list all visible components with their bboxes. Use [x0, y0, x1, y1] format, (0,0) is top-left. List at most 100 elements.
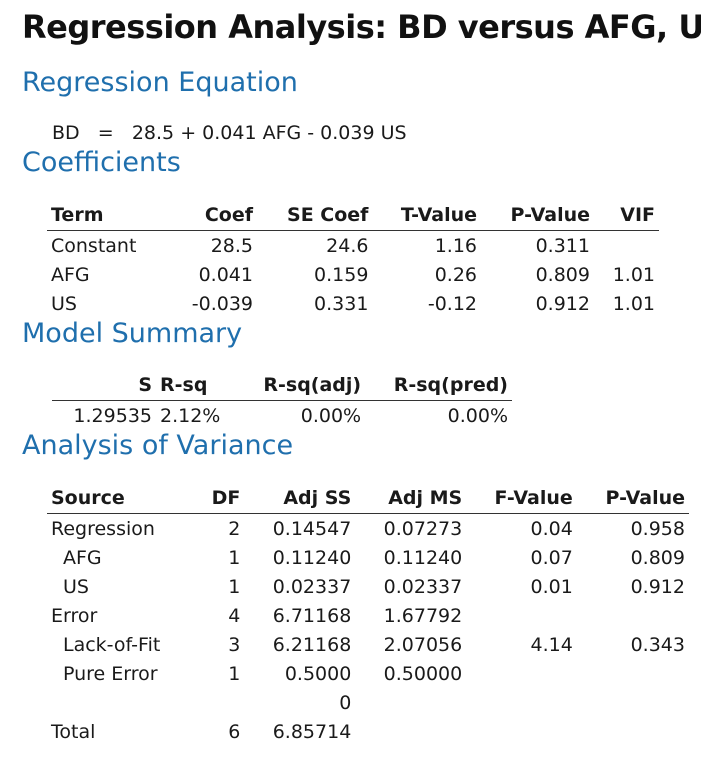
table-cell [577, 601, 689, 630]
table-cell: AFG [63, 546, 102, 569]
table-row: Error 4 6.71168 1.67792 [47, 601, 689, 630]
column-header: R-sq(adj) [238, 370, 366, 401]
table-cell: 1.01 [612, 292, 655, 315]
table-cell: 0.11240 [272, 546, 352, 569]
column-header: Adj SS [244, 483, 356, 514]
table-cell [466, 688, 577, 717]
table-cell: 1 [228, 546, 241, 569]
table-cell: 1.16 [434, 234, 478, 257]
column-header: F-Value [466, 483, 577, 514]
table-cell: AFG [51, 263, 90, 286]
table-cell: 1 [228, 575, 241, 598]
table-row: US -0.039 0.331 -0.12 0.912 1.01 [47, 289, 659, 318]
table-cell: 0.343 [630, 633, 685, 656]
equation-equals: = [97, 122, 114, 144]
table-cell: 0.912 [630, 575, 685, 598]
table-cell: 4 [228, 604, 241, 627]
table-cell [197, 688, 244, 717]
table-cell: 0.04 [530, 517, 573, 540]
column-header: S [52, 370, 156, 401]
table-cell: 6.85714 [272, 720, 352, 743]
table-cell: 0 [339, 691, 352, 714]
table-cell [355, 717, 466, 746]
table-cell: Constant [51, 234, 137, 257]
table-cell: 0.02337 [383, 575, 463, 598]
table-row: Lack-of-Fit 3 6.21168 2.07056 4.14 0.343 [47, 630, 689, 659]
table-cell [47, 688, 197, 717]
table-cell: 0.311 [535, 234, 590, 257]
table-cell: Lack-of-Fit [63, 633, 161, 656]
table-cell [466, 659, 577, 688]
table-cell: 2.12% [160, 404, 221, 427]
table-cell: Pure Error [63, 662, 158, 685]
table-row: Constant 28.5 24.6 1.16 0.311 [47, 231, 659, 261]
table-cell: Regression [51, 517, 155, 540]
column-header: SE Coef [257, 200, 373, 231]
table-cell: 6.71168 [272, 604, 352, 627]
table-cell: 0.02337 [272, 575, 352, 598]
column-header: P-Value [576, 483, 689, 514]
regression-equation: BD = 28.5 + 0.041 AFG - 0.039 US [52, 122, 407, 144]
table-cell: US [51, 292, 77, 315]
table-header-row: Source DF Adj SS Adj MS F-Value P-Value [47, 483, 689, 514]
table-cell: 1.67792 [383, 604, 463, 627]
table-cell: 6 [228, 720, 241, 743]
column-header: Term [47, 200, 168, 231]
table-row: Regression 2 0.14547 0.07273 0.04 0.958 [47, 514, 689, 544]
table-row: US 1 0.02337 0.02337 0.01 0.912 [47, 572, 689, 601]
table-cell [355, 688, 466, 717]
table-cell: 3 [228, 633, 241, 656]
table-row: Pure Error 1 0.5000 0.50000 [47, 659, 689, 688]
column-header: Coef [167, 200, 257, 231]
table-cell: 0.00% [300, 404, 362, 427]
section-heading-regression-equation: Regression Equation [22, 67, 298, 98]
table-cell [466, 717, 577, 746]
table-cell: 0.26 [434, 263, 478, 286]
table-cell [577, 717, 689, 746]
table-cell: -0.12 [427, 292, 478, 315]
page-title: Regression Analysis: BD versus AFG, US [22, 8, 701, 46]
table-cell: 2.07056 [383, 633, 463, 656]
table-cell: 0.50000 [383, 662, 463, 685]
table-cell: 4.14 [530, 633, 573, 656]
equation-rhs: 28.5 + 0.041 AFG - 0.039 US [131, 122, 407, 144]
model-summary-table: S R-sq R-sq(adj) R-sq(pred) 1.29535 2.12… [52, 370, 512, 430]
table-cell: US [63, 575, 89, 598]
table-cell: 0.5000 [284, 662, 352, 685]
table-cell: 0.07273 [383, 517, 463, 540]
table-row: 1.29535 2.12% 0.00% 0.00% [52, 401, 512, 431]
table-cell [577, 659, 689, 688]
table-cell [577, 688, 689, 717]
table-cell [594, 231, 659, 261]
table-cell: 0.958 [630, 517, 685, 540]
table-cell: 0.159 [314, 263, 369, 286]
table-cell: 1.29535 [73, 404, 152, 427]
table-row: AFG 1 0.11240 0.11240 0.07 0.809 [47, 543, 689, 572]
section-heading-coefficients: Coefficients [22, 147, 181, 178]
equation-lhs: BD [52, 122, 80, 144]
column-header: Source [47, 483, 198, 514]
table-cell: 0.809 [630, 546, 685, 569]
column-header: R-sq [156, 370, 239, 401]
table-row: Total 6 6.85714 [47, 717, 689, 746]
table-cell: Total [51, 720, 96, 743]
table-header-row: Term Coef SE Coef T-Value P-Value VIF [47, 200, 659, 231]
coefficients-table: Term Coef SE Coef T-Value P-Value VIF Co… [47, 200, 659, 318]
section-heading-analysis-of-variance: Analysis of Variance [22, 430, 294, 461]
table-cell: 0.00% [447, 404, 508, 427]
column-header: P-Value [481, 200, 594, 231]
column-header: Adj MS [355, 483, 467, 514]
table-cell: 0.14547 [272, 517, 352, 540]
table-cell: 0.912 [535, 292, 590, 315]
anova-table: Source DF Adj SS Adj MS F-Value P-Value … [47, 483, 689, 746]
column-header: DF [197, 483, 245, 514]
table-cell: 6.21168 [272, 633, 352, 656]
table-cell: 0.331 [314, 292, 369, 315]
section-heading-model-summary: Model Summary [22, 318, 243, 349]
table-row: AFG 0.041 0.159 0.26 0.809 1.01 [47, 260, 659, 289]
column-header: T-Value [372, 200, 482, 231]
table-cell: 28.5 [210, 234, 253, 257]
table-cell: 0.809 [535, 263, 590, 286]
table-cell: -0.039 [191, 292, 253, 315]
table-cell: 0.041 [198, 263, 253, 286]
